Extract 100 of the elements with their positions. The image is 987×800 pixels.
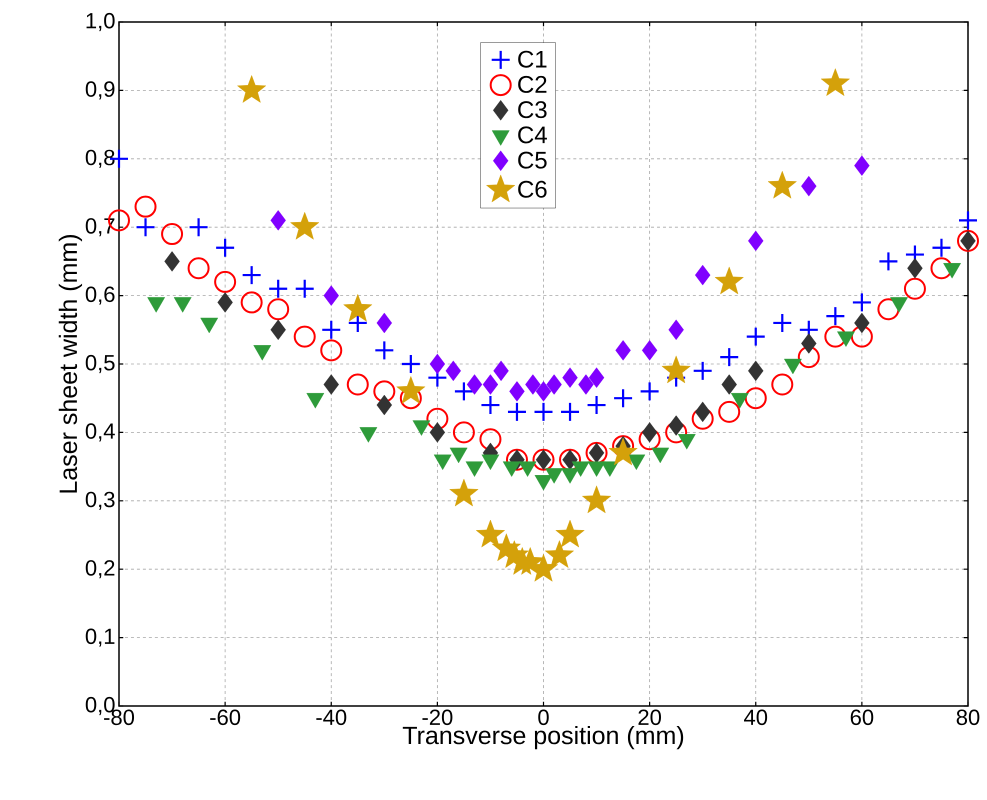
point bbox=[854, 155, 870, 176]
point bbox=[536, 381, 552, 402]
point bbox=[878, 251, 899, 272]
point bbox=[824, 326, 846, 348]
y-tick-label: 0,2 bbox=[86, 560, 114, 578]
legend-label: C2 bbox=[518, 76, 546, 93]
x-tick-label: 80 bbox=[956, 710, 980, 726]
point bbox=[562, 450, 578, 470]
point bbox=[134, 196, 157, 218]
point bbox=[164, 251, 180, 272]
point bbox=[430, 422, 446, 443]
point bbox=[430, 354, 446, 374]
legend-label: C6 bbox=[518, 180, 547, 198]
point bbox=[373, 380, 396, 402]
point bbox=[586, 442, 608, 464]
point bbox=[582, 486, 612, 514]
point bbox=[188, 217, 209, 238]
point bbox=[748, 230, 764, 252]
point bbox=[376, 312, 392, 334]
y-tick-label: 0,3 bbox=[86, 492, 115, 510]
point bbox=[958, 210, 978, 230]
point bbox=[396, 376, 426, 404]
point bbox=[907, 258, 923, 278]
point bbox=[714, 266, 744, 294]
legend-label: C5 bbox=[518, 152, 547, 169]
point bbox=[479, 428, 502, 450]
point bbox=[449, 478, 478, 506]
point bbox=[324, 285, 339, 306]
y-axis-title: Laser sheet width (mm) bbox=[58, 234, 82, 493]
point bbox=[294, 326, 316, 348]
point bbox=[694, 264, 710, 286]
point bbox=[493, 360, 509, 382]
point bbox=[588, 367, 604, 388]
point bbox=[268, 278, 288, 299]
point bbox=[214, 270, 236, 293]
point bbox=[719, 347, 740, 368]
point bbox=[771, 374, 794, 396]
point bbox=[506, 448, 528, 471]
point bbox=[801, 176, 817, 196]
point bbox=[562, 367, 578, 388]
legend-label: C3 bbox=[518, 101, 547, 118]
point bbox=[798, 346, 820, 368]
point bbox=[692, 360, 713, 381]
point bbox=[324, 374, 339, 395]
point bbox=[267, 298, 290, 320]
point bbox=[346, 374, 369, 396]
x-tick-label: -40 bbox=[316, 710, 346, 726]
point bbox=[772, 312, 792, 334]
point bbox=[270, 320, 286, 340]
legend-label: C4 bbox=[518, 126, 547, 144]
point bbox=[525, 374, 541, 395]
point bbox=[556, 520, 584, 548]
x-tick-label: 60 bbox=[850, 710, 874, 726]
point bbox=[215, 238, 236, 258]
point bbox=[544, 540, 574, 568]
point bbox=[640, 381, 660, 402]
point bbox=[482, 374, 498, 395]
point bbox=[801, 333, 817, 354]
point bbox=[694, 402, 710, 422]
point bbox=[930, 257, 952, 280]
y-tick-label: 0,4 bbox=[86, 423, 115, 442]
point bbox=[343, 294, 372, 322]
point bbox=[374, 340, 394, 360]
point bbox=[509, 381, 525, 402]
point bbox=[586, 394, 607, 416]
point bbox=[240, 291, 263, 314]
point bbox=[446, 360, 461, 382]
y-tick-label: 0,5 bbox=[86, 354, 115, 374]
point bbox=[668, 320, 684, 340]
point bbox=[746, 326, 766, 347]
point bbox=[665, 421, 688, 444]
point bbox=[376, 394, 392, 416]
y-tick-label: 1,0 bbox=[86, 12, 115, 32]
y-tick-label: 0,7 bbox=[86, 218, 114, 236]
x-tick-label: -60 bbox=[210, 710, 240, 726]
point bbox=[615, 340, 631, 361]
x-tick-label: -20 bbox=[422, 710, 452, 726]
point bbox=[852, 292, 872, 313]
point bbox=[452, 421, 475, 444]
point bbox=[270, 210, 286, 231]
x-tick-label: 40 bbox=[744, 710, 768, 726]
point bbox=[931, 238, 952, 258]
point bbox=[188, 257, 210, 280]
point bbox=[578, 374, 594, 395]
point bbox=[320, 339, 342, 362]
point bbox=[476, 520, 505, 548]
y-tick-label: 0,8 bbox=[86, 150, 115, 168]
point bbox=[662, 356, 691, 384]
point bbox=[748, 360, 764, 382]
point bbox=[692, 408, 714, 430]
x-tick-label: 20 bbox=[638, 710, 661, 726]
point bbox=[217, 292, 233, 313]
point bbox=[722, 374, 737, 395]
point bbox=[744, 387, 767, 410]
point bbox=[466, 374, 482, 395]
y-tick-label: 0,9 bbox=[86, 81, 114, 100]
point bbox=[242, 264, 262, 286]
point bbox=[825, 306, 846, 326]
point bbox=[135, 217, 156, 238]
point bbox=[480, 394, 501, 416]
